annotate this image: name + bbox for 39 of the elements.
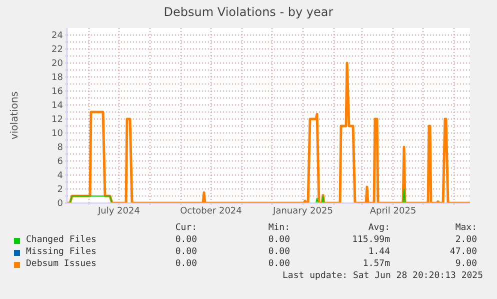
text: 9.00 <box>455 259 477 269</box>
text: 1.57m <box>362 259 390 269</box>
y-tick-label: 10 <box>52 129 64 140</box>
y-tick-label: 22 <box>52 45 63 56</box>
x-tick-label: October 2024 <box>180 206 242 216</box>
x-tick-label: July 2024 <box>97 206 140 216</box>
legend-label: Missing Files <box>26 247 96 257</box>
text: 115.99m <box>352 235 390 245</box>
text: 1.44 <box>368 247 390 257</box>
text: 0.00 <box>175 259 197 269</box>
text: Min: <box>268 223 290 233</box>
y-tick-label: 18 <box>52 73 64 84</box>
text: Last update: Sat Jun 28 20:20:13 2025 <box>282 271 483 281</box>
legend-label: Changed Files <box>26 235 96 245</box>
y-tick-label: 16 <box>52 87 64 98</box>
y-tick-label: 2 <box>57 185 63 196</box>
y-tick-label: 4 <box>57 171 64 182</box>
y-axis-title: violations <box>10 91 21 140</box>
text: Max: <box>455 223 477 233</box>
y-tick-label: 20 <box>52 59 64 70</box>
y-tick-label: 8 <box>57 143 64 154</box>
text: Cur: <box>175 223 197 233</box>
y-tick-label: 0 <box>57 199 64 210</box>
text: 0.00 <box>175 247 197 257</box>
text: 0.00 <box>268 259 290 269</box>
text: 0.00 <box>175 235 197 245</box>
text: 0.00 <box>268 247 290 257</box>
y-tick-label: 6 <box>57 157 64 168</box>
x-tick-label: April 2025 <box>370 206 416 216</box>
text: 2.00 <box>455 235 477 245</box>
x-tick-label: January 2025 <box>272 206 333 216</box>
y-tick-label: 14 <box>52 101 64 112</box>
text: 47.00 <box>450 247 477 257</box>
text: 0.00 <box>268 235 290 245</box>
legend-label: Debsum Issues <box>26 259 96 269</box>
chart-title: Debsum Violations - by year <box>162 5 334 19</box>
y-tick-label: 12 <box>52 115 63 126</box>
text: Avg: <box>368 223 390 233</box>
y-tick-label: 24 <box>52 31 64 42</box>
